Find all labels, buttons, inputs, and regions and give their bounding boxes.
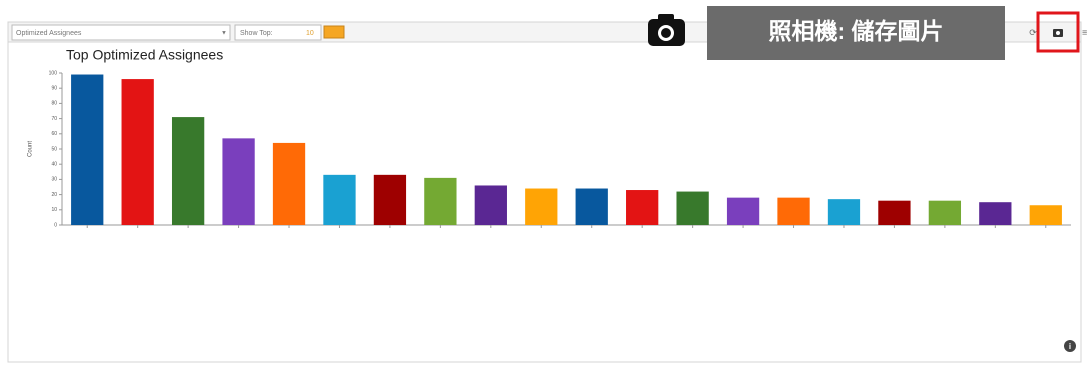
bar	[424, 177, 457, 225]
bar	[626, 190, 659, 225]
info-icon[interactable]	[1064, 340, 1076, 352]
bar	[878, 200, 911, 225]
bar	[525, 188, 558, 225]
y-tick-label: 10	[51, 207, 57, 213]
camera-icon-large	[648, 14, 685, 46]
bar	[1029, 205, 1062, 225]
dropdown-text: Optimized Assignees	[16, 30, 82, 37]
bar	[928, 200, 962, 225]
y-tick-label: 80	[51, 101, 57, 107]
bar	[575, 188, 608, 225]
camera-button[interactable]	[1053, 29, 1063, 37]
refresh-icon[interactable]: ⟳	[1029, 27, 1037, 37]
bar	[323, 174, 356, 225]
menu-icon[interactable]: ≡	[1082, 27, 1087, 37]
bar	[726, 197, 760, 225]
callout-text: 照相機: 儲存圖片	[768, 18, 943, 44]
dropdown-arrow: ▼	[221, 31, 227, 37]
highlight-box	[1036, 11, 1080, 53]
y-tick-label: 90	[51, 86, 57, 92]
bar	[474, 185, 507, 225]
callout-box	[707, 6, 1005, 60]
y-tick-label: 50	[51, 146, 57, 152]
y-tick-label: 30	[51, 177, 57, 183]
bar	[121, 79, 154, 225]
y-tick-label: 0	[54, 222, 57, 228]
show-top-button[interactable]	[323, 25, 345, 39]
show-top-box	[234, 24, 322, 41]
bar	[979, 202, 1012, 225]
y-tick-label: 60	[51, 131, 57, 137]
show-top-value[interactable]: 10	[306, 30, 314, 37]
y-tick-label: 70	[51, 116, 57, 122]
dropdown[interactable]	[11, 24, 231, 41]
y-axis-label: Count	[28, 141, 34, 157]
bar	[171, 117, 205, 225]
bar	[71, 74, 104, 226]
bar	[777, 197, 810, 225]
show-top-label: Show Top:	[240, 30, 273, 37]
y-tick-label: 100	[49, 70, 58, 76]
bar	[272, 142, 306, 225]
bar	[373, 174, 407, 225]
info-icon-text: i	[1069, 342, 1071, 351]
bar	[222, 138, 255, 225]
bar	[827, 199, 861, 225]
bar	[676, 191, 709, 225]
chart-title: Top Optimized Assignees	[66, 47, 223, 63]
y-tick-label: 20	[51, 192, 57, 198]
y-tick-label: 40	[51, 162, 57, 168]
